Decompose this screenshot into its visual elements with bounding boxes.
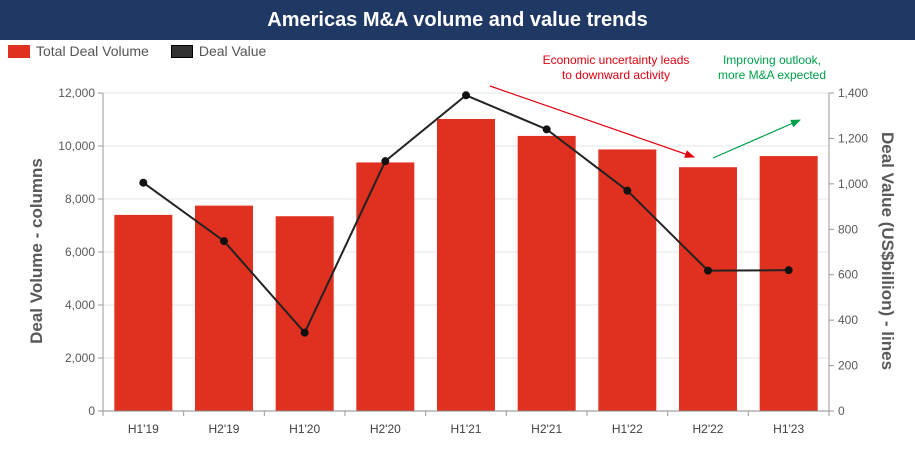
legend-swatch-volume bbox=[8, 44, 30, 58]
volume-bar bbox=[517, 135, 576, 411]
y-axis-title-left: Deal Volume - columns bbox=[27, 158, 46, 344]
y-tick-label-left: 8,000 bbox=[65, 192, 95, 206]
y-tick-label-left: 6,000 bbox=[65, 245, 95, 259]
x-tick-label: H1'20 bbox=[289, 422, 320, 436]
deal-value-point bbox=[623, 186, 632, 195]
x-tick-label: H1'23 bbox=[773, 422, 804, 436]
deal-value-point bbox=[139, 178, 148, 187]
legend-item-total-deal-volume[interactable]: Total Deal Volume bbox=[8, 43, 149, 59]
x-tick-label: H1'21 bbox=[451, 422, 482, 436]
y-tick-label-right: 1,400 bbox=[838, 86, 868, 100]
annotation-upward-line2: more M&A expected bbox=[718, 68, 826, 82]
legend-swatch-value bbox=[170, 44, 193, 58]
y-tick-label-right: 400 bbox=[838, 313, 858, 327]
volume-bars bbox=[114, 118, 818, 411]
y-tick-label-right: 800 bbox=[838, 222, 858, 236]
y-tick-label-left: 2,000 bbox=[65, 351, 95, 365]
y-tick-label-left: 0 bbox=[88, 404, 95, 418]
y-tick-label-left: 10,000 bbox=[58, 139, 95, 153]
chart-legend: Total Deal Volume Deal Value bbox=[8, 43, 288, 59]
deal-value-point bbox=[220, 237, 228, 246]
x-tick-label: H2'19 bbox=[209, 422, 240, 436]
volume-bar bbox=[356, 162, 415, 411]
x-tick-label: H1'19 bbox=[128, 422, 159, 436]
x-tick-label: H2'22 bbox=[693, 422, 724, 436]
y-tick-label-right: 0 bbox=[838, 404, 845, 418]
volume-bar bbox=[114, 214, 173, 411]
y-axis-title-right: Deal Value (US$billion) - lines bbox=[878, 132, 897, 370]
deal-value-point bbox=[784, 266, 793, 275]
axes: 0 2,000 4,000 6,000 8,000 10,000 12,000 0 200 400… bbox=[58, 86, 868, 436]
chart-title-bar: Americas M&A volume and value trends bbox=[0, 0, 915, 40]
y-tick-label-left: 12,000 bbox=[58, 86, 95, 100]
annotation-upward-line1: Improving outlook, bbox=[723, 53, 821, 67]
volume-bar bbox=[275, 216, 334, 411]
deal-value-point bbox=[300, 328, 309, 337]
deal-value-point bbox=[381, 157, 390, 166]
x-tick-label: H2'20 bbox=[370, 422, 401, 436]
volume-bar bbox=[195, 205, 253, 411]
chart-title: Americas M&A volume and value trends bbox=[267, 8, 648, 31]
upward-trend-arrow bbox=[712, 119, 801, 159]
value-line bbox=[139, 91, 793, 337]
legend-label-volume: Total Deal Volume bbox=[36, 43, 149, 59]
y-tick-label-right: 1,000 bbox=[838, 177, 868, 191]
x-tick-label: H2'21 bbox=[531, 422, 562, 436]
legend-item-deal-value[interactable]: Deal Value bbox=[170, 43, 267, 59]
volume-bar bbox=[437, 118, 495, 411]
volume-bar bbox=[759, 156, 818, 411]
y-tick-label-right: 600 bbox=[838, 268, 858, 282]
annotation-downward-line1: Economic uncertainty leads bbox=[543, 53, 690, 67]
volume-bar bbox=[679, 167, 737, 411]
x-tick-label: H1'22 bbox=[612, 422, 643, 436]
deal-value-point bbox=[704, 266, 712, 275]
y-tick-label-right: 1,200 bbox=[838, 131, 868, 145]
deal-value-point bbox=[462, 91, 470, 100]
y-tick-label-right: 200 bbox=[838, 359, 858, 373]
annotation-downward-line2: to downward activity bbox=[562, 68, 670, 82]
downward-trend-arrow bbox=[489, 85, 695, 158]
deal-value-point bbox=[542, 125, 551, 134]
legend-label-value: Deal Value bbox=[198, 43, 267, 59]
y-tick-label-left: 4,000 bbox=[65, 298, 95, 312]
